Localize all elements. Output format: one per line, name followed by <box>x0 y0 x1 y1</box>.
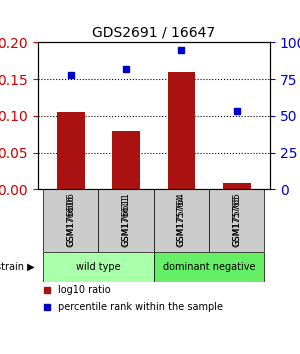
Title: GDS2691 / 16647: GDS2691 / 16647 <box>92 26 215 40</box>
Text: percentile rank within the sample: percentile rank within the sample <box>58 302 224 312</box>
Text: GSM176611: GSM176611 <box>122 195 130 246</box>
FancyBboxPatch shape <box>154 189 209 252</box>
FancyBboxPatch shape <box>98 189 154 252</box>
Bar <box>57 112 85 189</box>
Text: dominant negative: dominant negative <box>163 262 255 272</box>
FancyBboxPatch shape <box>154 252 265 281</box>
Text: GSM176611: GSM176611 <box>122 193 130 247</box>
Text: strain ▶: strain ▶ <box>0 262 35 272</box>
Text: wild type: wild type <box>76 262 121 272</box>
Bar <box>223 183 250 189</box>
Bar <box>168 72 195 189</box>
FancyBboxPatch shape <box>43 189 98 252</box>
FancyBboxPatch shape <box>43 252 154 281</box>
Text: GSM175765: GSM175765 <box>232 193 241 247</box>
FancyBboxPatch shape <box>209 189 265 252</box>
Text: log10 ratio: log10 ratio <box>58 285 111 295</box>
Text: GSM176606: GSM176606 <box>66 195 75 246</box>
Text: GSM175764: GSM175764 <box>177 195 186 246</box>
Text: GSM175764: GSM175764 <box>177 193 186 247</box>
Text: GSM175765: GSM175765 <box>232 195 241 246</box>
Text: GSM176606: GSM176606 <box>66 193 75 247</box>
Bar <box>112 131 140 189</box>
